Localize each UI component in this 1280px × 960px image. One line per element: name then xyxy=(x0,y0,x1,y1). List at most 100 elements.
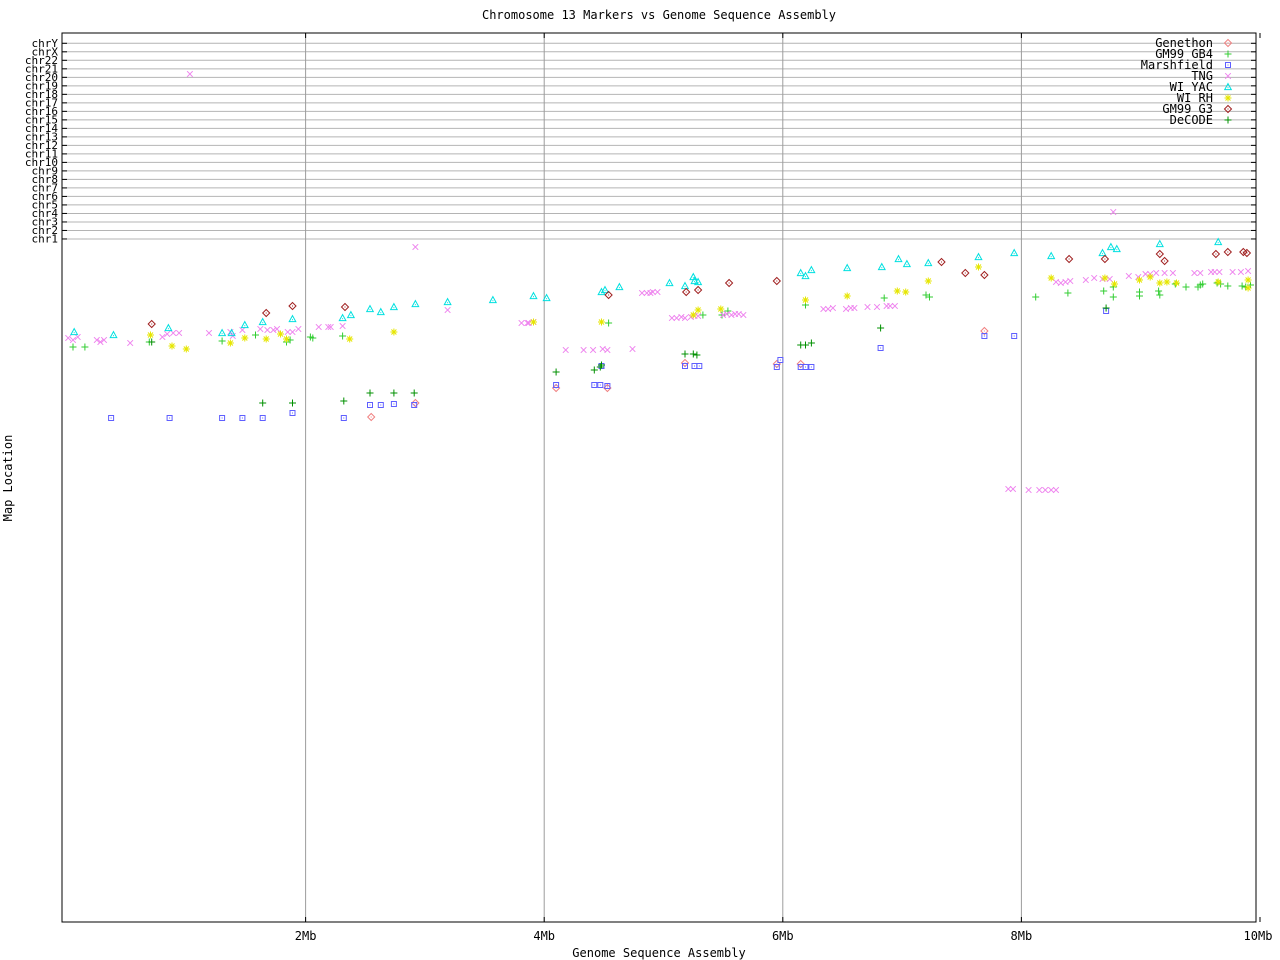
data-point xyxy=(599,345,606,353)
data-point xyxy=(937,258,946,266)
data-point xyxy=(1098,249,1107,257)
legend-item-gm99-gb4: GM99 GB4 xyxy=(1155,47,1232,61)
y-tick-label-chr3: chr3 xyxy=(32,215,59,228)
data-point xyxy=(1031,293,1040,301)
data-point xyxy=(126,339,134,347)
data-point xyxy=(295,325,302,333)
y-tick-label-chr8: chr8 xyxy=(32,173,59,186)
legend-label: DeCODE xyxy=(1170,113,1213,127)
y-tick-label-chr9: chr9 xyxy=(32,164,59,177)
data-point xyxy=(735,310,742,318)
data-point xyxy=(893,287,902,295)
y-tick-label-chr22: chr22 xyxy=(25,54,58,67)
data-point xyxy=(186,70,194,78)
y-tick-label-chr10: chr10 xyxy=(25,156,58,169)
data-point xyxy=(226,339,235,347)
data-point xyxy=(284,328,291,336)
data-point xyxy=(1244,276,1253,284)
data-point xyxy=(1082,276,1090,284)
data-point xyxy=(339,322,346,330)
data-point xyxy=(654,288,661,296)
data-point xyxy=(604,319,613,327)
y-axis-chromosome-labels: chrYchrXchr22chr21chr20chr19chr18chr17ch… xyxy=(25,37,58,246)
data-point xyxy=(1057,279,1065,287)
data-point xyxy=(289,410,296,416)
data-point xyxy=(288,302,297,310)
data-point xyxy=(689,350,698,358)
data-point xyxy=(1047,274,1056,282)
legend-item-gm99-g3: GM99 G3 xyxy=(1162,102,1232,116)
data-point xyxy=(315,323,322,331)
data-point xyxy=(444,306,451,314)
data-point xyxy=(1109,293,1118,301)
data-point xyxy=(108,415,115,421)
data-point xyxy=(1067,277,1074,285)
legend-marker-triangle-icon xyxy=(1224,83,1232,91)
data-point xyxy=(808,364,815,370)
data-point xyxy=(801,296,810,304)
data-point xyxy=(681,350,689,358)
chart-title: Chromosome 13 Markers vs Genome Sequence… xyxy=(482,8,836,22)
data-point xyxy=(410,389,419,397)
data-point xyxy=(345,335,354,343)
series-wi-yac xyxy=(70,238,1222,339)
y-tick-label-chr4: chr4 xyxy=(32,207,59,220)
data-point xyxy=(829,304,837,312)
data-point xyxy=(147,320,156,328)
data-point xyxy=(694,286,703,294)
y-tick-label-chrX: chrX xyxy=(32,45,59,58)
data-point xyxy=(1052,278,1060,286)
data-point xyxy=(338,332,347,340)
x-tick-label-8Mb: 8Mb xyxy=(1011,929,1033,943)
data-point xyxy=(880,294,889,302)
data-point xyxy=(168,342,176,350)
y-tick-label-chr19: chr19 xyxy=(25,79,58,92)
y-tick-label-chr6: chr6 xyxy=(32,190,59,203)
y-tick-label-chr15: chr15 xyxy=(25,113,58,126)
data-point xyxy=(1005,485,1012,493)
data-point xyxy=(338,314,347,322)
y-tick-label-chr18: chr18 xyxy=(25,88,58,101)
y-tick-label-chr12: chr12 xyxy=(25,139,58,152)
data-point xyxy=(239,415,246,421)
data-point xyxy=(1162,278,1171,286)
data-point xyxy=(69,343,77,351)
data-point xyxy=(1244,267,1252,275)
data-point xyxy=(1125,272,1133,280)
data-point xyxy=(262,309,271,317)
data-point xyxy=(1106,275,1113,283)
data-point xyxy=(562,346,569,354)
data-point xyxy=(1244,284,1253,292)
data-point xyxy=(389,328,398,336)
data-point xyxy=(1135,276,1144,284)
data-point xyxy=(716,305,725,313)
legend-item-tng: TNG xyxy=(1191,69,1232,83)
data-point xyxy=(1107,243,1115,251)
legend-label: GM99 G3 xyxy=(1162,102,1213,116)
data-point xyxy=(1065,255,1074,263)
data-point xyxy=(377,402,384,408)
data-point xyxy=(258,318,267,326)
data-point xyxy=(1113,245,1121,253)
data-point xyxy=(257,325,264,333)
data-point xyxy=(851,304,858,312)
x-axis-tick-labels: 2Mb 4Mb 6Mb 8Mb 10Mb xyxy=(295,929,1273,943)
data-point xyxy=(843,264,851,272)
data-point xyxy=(629,345,636,353)
data-point xyxy=(673,314,680,322)
data-point xyxy=(529,292,538,300)
data-point xyxy=(166,415,173,421)
data-point xyxy=(1239,248,1248,256)
data-point xyxy=(390,303,398,311)
data-point xyxy=(70,328,78,336)
data-points xyxy=(64,70,1255,494)
data-point xyxy=(1223,282,1232,290)
data-point xyxy=(1182,283,1190,291)
data-point xyxy=(367,413,376,421)
data-point xyxy=(681,282,689,290)
y-tick-label-chr11: chr11 xyxy=(25,147,58,160)
gridlines xyxy=(62,33,1256,922)
data-point xyxy=(529,318,538,326)
data-point xyxy=(219,415,226,421)
legend-item-decode: DeCODE xyxy=(1170,113,1232,127)
